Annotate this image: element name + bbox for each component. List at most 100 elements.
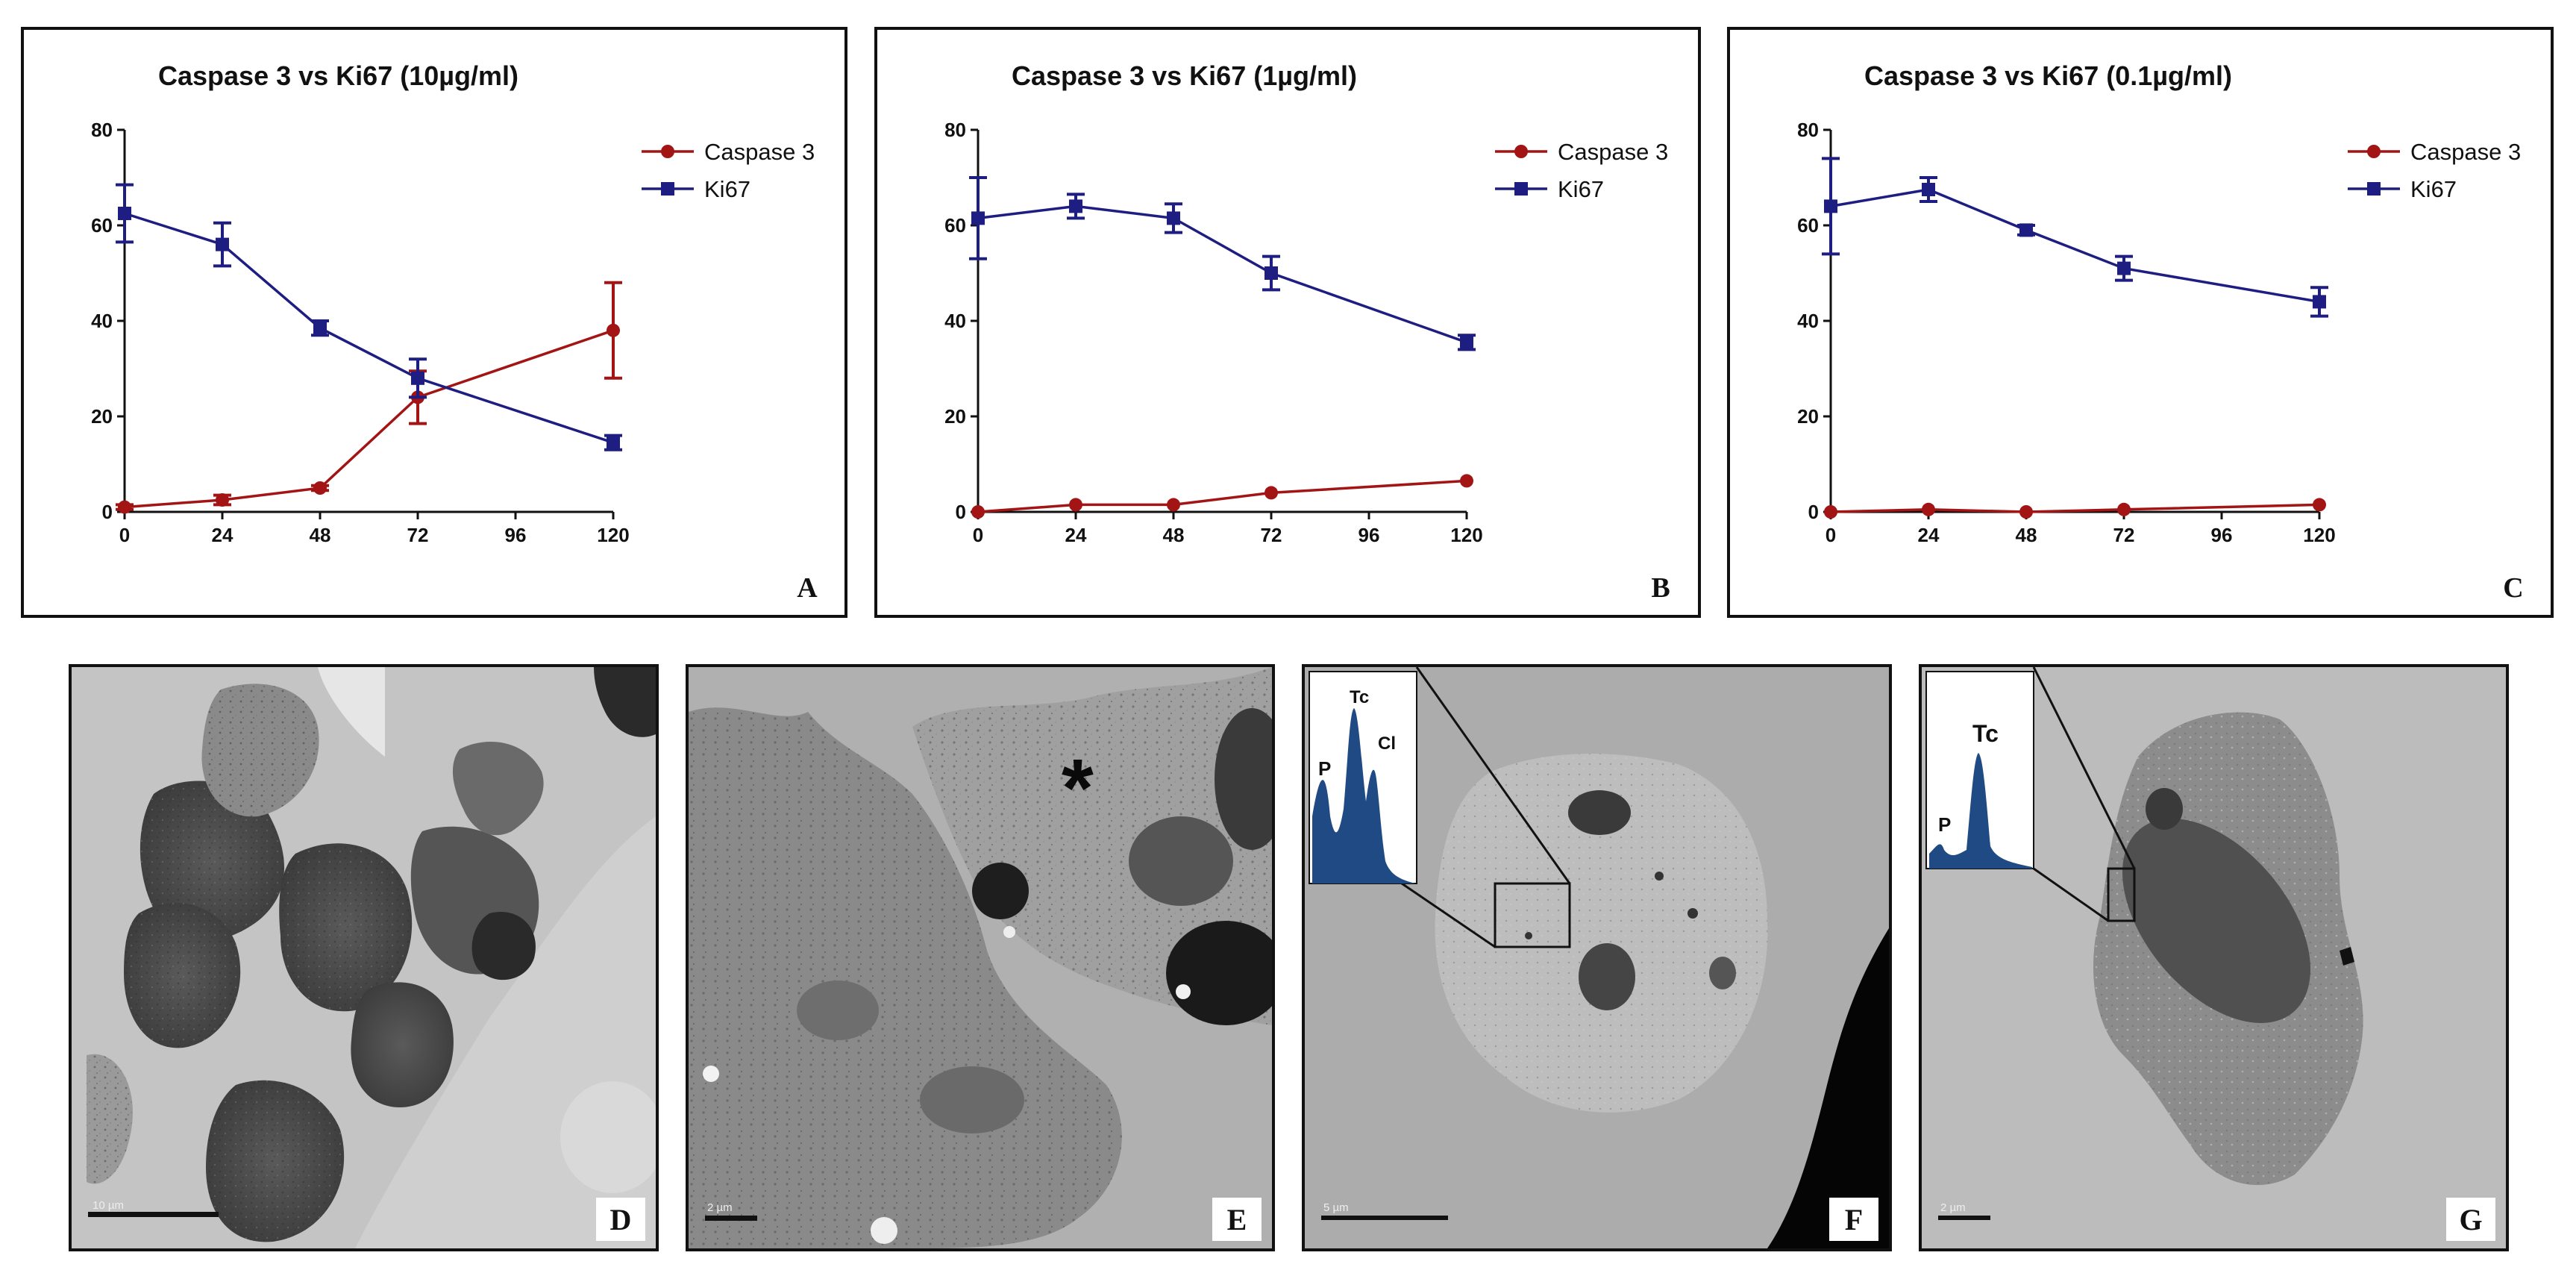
- micrograph-f-image: P Tc Cl 5 µm: [1305, 667, 1889, 1248]
- data-point: [118, 207, 131, 220]
- y-tick-label: 20: [91, 405, 113, 428]
- x-tick-label: 72: [1261, 524, 1282, 546]
- x-tick-label: 0: [973, 524, 983, 546]
- y-tick-label: 0: [102, 501, 113, 523]
- y-tick-label: 40: [91, 310, 113, 332]
- data-point: [971, 211, 985, 225]
- micrograph-f-inset-label-tc: Tc: [1350, 687, 1369, 707]
- data-point: [1460, 474, 1473, 488]
- y-tick-label: 20: [944, 405, 966, 428]
- x-tick-label: 48: [1163, 524, 1185, 546]
- series-line-caspase-3: [977, 479, 1467, 513]
- y-tick-label: 80: [91, 119, 113, 141]
- series-line-ki67: [977, 204, 1467, 344]
- data-point: [1167, 211, 1180, 225]
- legend-marker: [1514, 182, 1528, 196]
- data-point: [1922, 502, 1935, 516]
- x-tick-label: 24: [212, 524, 234, 546]
- micrograph-d-letter: D: [596, 1198, 645, 1241]
- panel-letter: C: [2503, 572, 2523, 604]
- series-line-ki67: [124, 212, 614, 444]
- data-point: [607, 323, 620, 337]
- x-tick-label: 120: [2303, 524, 2335, 546]
- x-tick-label: 24: [1065, 524, 1087, 546]
- legend-label: Caspase 3: [1558, 139, 1668, 165]
- y-tick-label: 80: [1797, 119, 1819, 141]
- x-tick-label: 0: [1826, 524, 1836, 546]
- micrograph-e-letter: E: [1212, 1198, 1262, 1241]
- y-tick-label: 20: [1797, 405, 1819, 428]
- data-point: [971, 505, 985, 519]
- data-point: [313, 481, 327, 495]
- chart-title: Caspase 3 vs Ki67 (1µg/ml): [1012, 60, 1357, 91]
- x-tick-label: 96: [1358, 524, 1380, 546]
- chart-panel-a: Caspase 3 vs Ki67 (10µg/ml) 0 20 40 60 80 0 24 4…: [21, 27, 847, 618]
- x-tick-label: 120: [597, 524, 629, 546]
- chart-panel-b: Caspase 3 vs Ki67 (1µg/ml) 0 20 40 60 80 0 24 48…: [874, 27, 1701, 618]
- micrograph-e: * 2 µm E: [686, 664, 1275, 1251]
- chart-b-svg: Caspase 3 vs Ki67 (1µg/ml) 0 20 40 60 80 0 24 48…: [944, 60, 1670, 604]
- data-point: [216, 237, 229, 251]
- data-point: [216, 493, 229, 507]
- data-point: [1824, 505, 1837, 519]
- data-point: [118, 500, 131, 514]
- legend-label: Ki67: [2410, 176, 2457, 202]
- chart-a-svg: Caspase 3 vs Ki67 (10µg/ml) 0 20 40 60 80 0 24 4…: [91, 60, 818, 604]
- y-tick-label: 80: [944, 119, 966, 141]
- legend-label: Caspase 3: [2410, 139, 2521, 165]
- data-point: [2313, 498, 2326, 512]
- data-point: [2019, 505, 2033, 519]
- chart-c-svg: Caspase 3 vs Ki67 (0.1µg/ml) 0 20 40 60 80 0 24…: [1797, 60, 2524, 604]
- x-tick-label: 48: [310, 524, 331, 546]
- y-tick-label: 0: [1808, 501, 1819, 523]
- data-point: [1069, 199, 1082, 213]
- x-tick-label: 48: [2016, 524, 2037, 546]
- micrograph-f-letter: F: [1829, 1198, 1878, 1241]
- micrograph-f-inset-label-p: P: [1318, 757, 1331, 780]
- micrograph-e-asterisk: *: [1062, 742, 1094, 834]
- micrograph-g: P Tc 2 µm G: [1919, 664, 2509, 1251]
- data-point: [1167, 498, 1180, 512]
- micrograph-g-letter: G: [2446, 1198, 2495, 1241]
- legend-marker: [661, 145, 674, 158]
- chart-panel-c: Caspase 3 vs Ki67 (0.1µg/ml) 0 20 40 60 80 0 24…: [1727, 27, 2554, 618]
- micrograph-g-inset-label-p: P: [1938, 813, 1951, 836]
- data-point: [607, 436, 620, 450]
- x-tick-label: 72: [2113, 524, 2135, 546]
- legend-marker: [2367, 145, 2381, 158]
- legend-label: Ki67: [704, 176, 750, 202]
- micrograph-e-image: * 2 µm: [689, 667, 1272, 1248]
- y-tick-label: 40: [1797, 310, 1819, 332]
- y-tick-label: 40: [944, 310, 966, 332]
- data-point: [2117, 261, 2131, 275]
- y-tick-label: 60: [944, 214, 966, 237]
- panel-letter: A: [797, 572, 818, 604]
- data-point: [2313, 295, 2326, 309]
- x-tick-label: 24: [1918, 524, 1940, 546]
- legend-label: Ki67: [1558, 176, 1604, 202]
- data-point: [411, 371, 424, 385]
- micrograph-g-scale-label: 2 µm: [1940, 1201, 1966, 1214]
- data-point: [1265, 486, 1278, 500]
- micrograph-f-scale-label: 5 µm: [1323, 1201, 1349, 1214]
- micrograph-g-image: P Tc 2 µm: [1922, 667, 2506, 1248]
- data-point: [1824, 199, 1837, 213]
- x-tick-label: 72: [407, 524, 429, 546]
- data-point: [1460, 335, 1473, 349]
- y-tick-label: 60: [91, 214, 113, 237]
- legend-marker: [2367, 182, 2381, 196]
- x-tick-label: 96: [505, 524, 527, 546]
- micrograph-f: P Tc Cl 5 µm F: [1302, 664, 1892, 1251]
- y-tick-label: 60: [1797, 214, 1819, 237]
- panel-letter: B: [1651, 572, 1670, 604]
- micrograph-d-scale-label: 10 µm: [93, 1199, 124, 1212]
- data-point: [1922, 183, 1935, 196]
- micrograph-f-inset-label-cl: Cl: [1378, 734, 1396, 754]
- legend-marker: [661, 182, 674, 196]
- legend-marker: [1514, 145, 1528, 158]
- series-line-ki67: [1830, 188, 2320, 304]
- micrograph-d: 10 µm D: [69, 664, 659, 1251]
- data-point: [2117, 502, 2131, 516]
- data-point: [1265, 266, 1278, 280]
- data-point: [313, 321, 327, 335]
